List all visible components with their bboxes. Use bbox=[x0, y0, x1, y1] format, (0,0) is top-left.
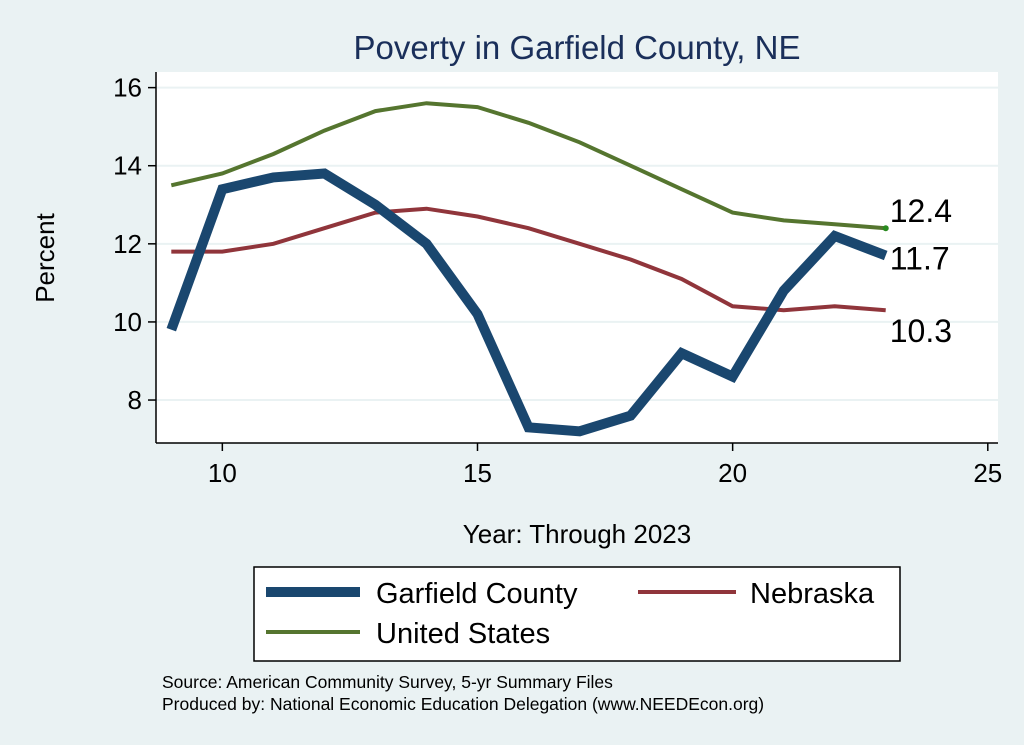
end-point-marker bbox=[882, 225, 889, 232]
end-label-garfield-county: 11.7 bbox=[890, 241, 950, 277]
x-tick-label: 20 bbox=[718, 458, 747, 488]
y-tick-label: 12 bbox=[113, 229, 142, 259]
x-tick-label: 10 bbox=[208, 458, 237, 488]
y-tick-label: 16 bbox=[113, 73, 142, 103]
legend-label-garfield-county: Garfield County bbox=[376, 578, 578, 610]
series-line-garfield-county bbox=[166, 168, 888, 437]
series-line-nebraska bbox=[171, 206, 886, 313]
legend-box bbox=[253, 566, 901, 662]
end-labels: 11.7 10.3 12.4 bbox=[890, 193, 952, 349]
end-label-nebraska: 10.3 bbox=[890, 313, 952, 349]
x-tick-label: 25 bbox=[973, 458, 1002, 488]
legend: Garfield County Nebraska United States bbox=[253, 566, 901, 662]
y-tick-label: 14 bbox=[113, 151, 142, 181]
legend-label-united-states: United States bbox=[376, 618, 550, 650]
source-note: Source: American Community Survey, 5-yr … bbox=[162, 672, 613, 692]
chart-title: Poverty in Garfield County, NE bbox=[354, 29, 801, 66]
legend-label-nebraska: Nebraska bbox=[750, 578, 875, 610]
x-axis-title: Year: Through 2023 bbox=[463, 519, 691, 549]
y-tick-label: 8 bbox=[128, 385, 142, 415]
axes: 8 10 12 14 16 10 15 20 25 bbox=[113, 72, 1002, 488]
series-lines bbox=[166, 101, 889, 437]
produced-by-note: Produced by: National Economic Education… bbox=[162, 694, 764, 714]
plot-area bbox=[156, 72, 998, 443]
y-tick-label: 10 bbox=[113, 307, 142, 337]
series-line-united-states bbox=[170, 101, 886, 231]
y-axis-title: Percent bbox=[30, 212, 60, 302]
end-label-united-states: 12.4 bbox=[890, 193, 952, 229]
x-tick-label: 15 bbox=[463, 458, 492, 488]
